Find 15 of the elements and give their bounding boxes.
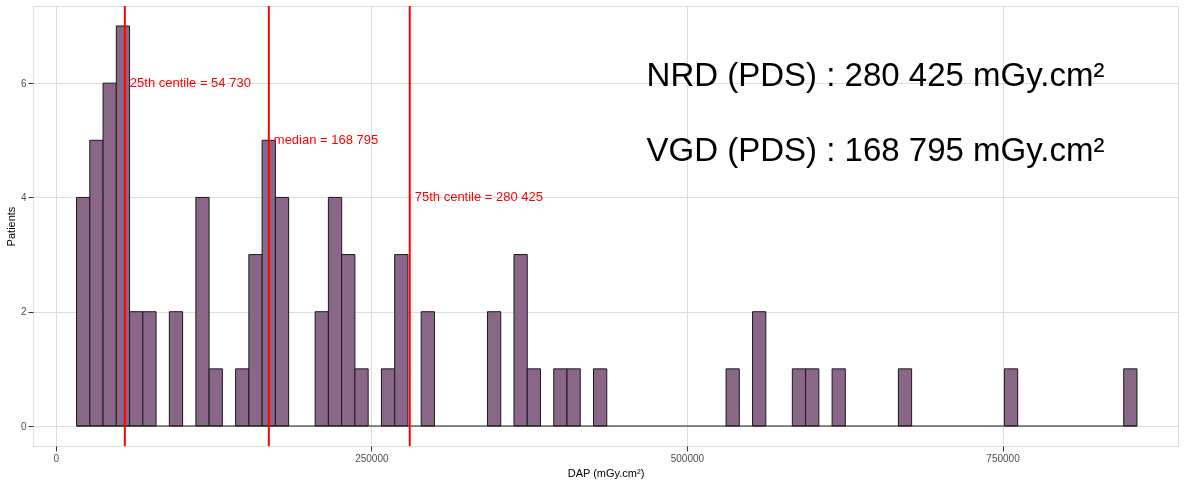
ref-line-label: 75th centile = 280 425: [414, 189, 544, 205]
ref-line-label: median = 168 795: [273, 132, 379, 148]
annotation: VGD (PDS) : 168 795 mGy.cm²: [646, 131, 1105, 168]
annotation: NRD (PDS) : 280 425 mGy.cm²: [646, 56, 1105, 93]
y-tick-label: 6: [20, 77, 27, 89]
y-tick-label: 0: [20, 420, 27, 432]
y-tick-label: 4: [20, 191, 27, 203]
x-tick-label: 750000: [986, 452, 1021, 464]
y-tick-label: 2: [20, 306, 27, 318]
x-axis-title: DAP (mGy.cm²): [567, 466, 645, 479]
x-tick-label: 500000: [670, 452, 705, 464]
x-tick-label: 0: [53, 452, 60, 464]
ref-line-label: 25th centile = 54 730: [129, 75, 251, 91]
x-tick-label: 250000: [355, 452, 389, 464]
y-axis-title: Patients: [4, 206, 17, 247]
